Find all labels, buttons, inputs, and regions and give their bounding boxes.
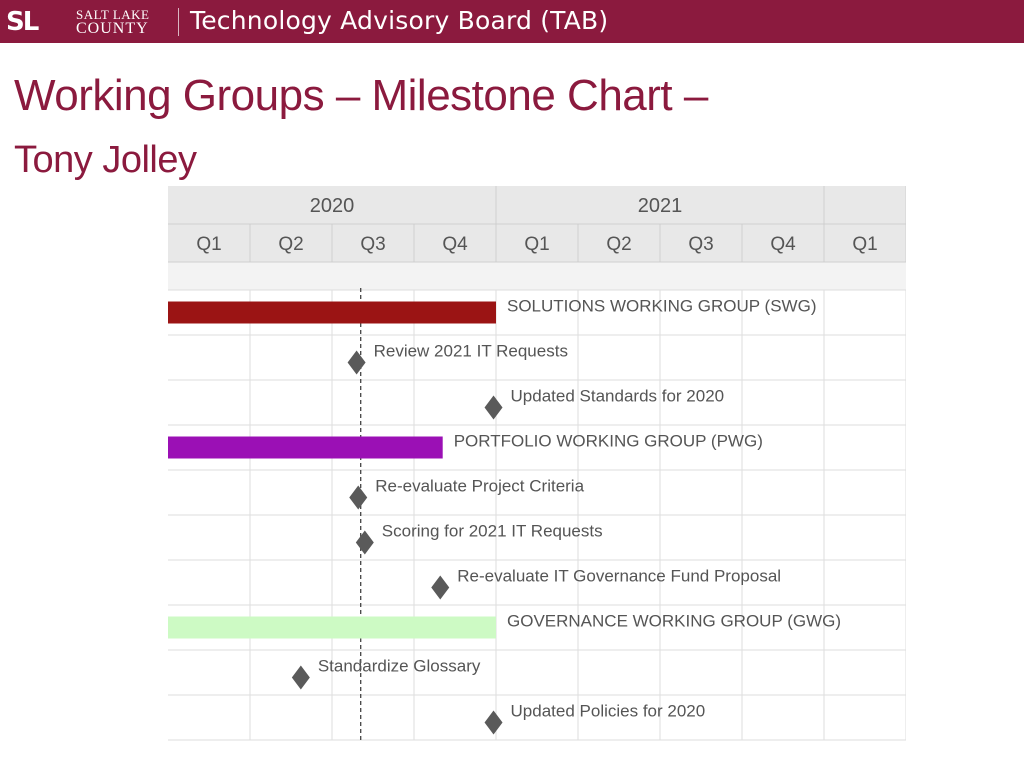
milestone-diamond	[349, 485, 368, 510]
milestone-label: Scoring for 2021 IT Requests	[382, 522, 603, 541]
banner-divider	[178, 8, 179, 36]
milestone-diamond	[291, 665, 310, 690]
milestone-diamond	[347, 350, 366, 375]
quarter-label: Q1	[196, 234, 221, 255]
logo-line-2: COUNTY	[76, 20, 149, 37]
task-label: SOLUTIONS WORKING GROUP (SWG)	[507, 297, 816, 316]
logo-mark: SL	[6, 7, 39, 37]
milestone-label: Re-evaluate IT Governance Fund Proposal	[457, 567, 781, 586]
task-label: PORTFOLIO WORKING GROUP (PWG)	[454, 432, 763, 451]
quarter-label: Q4	[442, 234, 468, 255]
logo-text: SALT LAKE COUNTY	[76, 7, 150, 37]
task-bar	[168, 616, 496, 639]
year-label: 2021	[638, 195, 683, 217]
quarter-label: Q2	[278, 234, 303, 255]
milestone-chart: 2020 2021 Q1 Q2 Q3 Q4 Q1 Q2 Q3 Q4 Q1 SOLUTIONS WORK…	[168, 186, 906, 741]
timeline-spacer	[168, 262, 906, 290]
milestone-diamond	[484, 395, 503, 420]
header-banner: SL SALT LAKE COUNTY Technology Advisory …	[0, 0, 1024, 43]
page-subtitle: Tony Jolley	[14, 139, 197, 181]
quarter-label: Q1	[524, 234, 549, 255]
milestone-label: Updated Policies for 2020	[511, 702, 706, 721]
salt-lake-county-logo: SL SALT LAKE COUNTY	[6, 6, 166, 38]
task-bar	[168, 436, 443, 459]
milestone-diamond	[355, 530, 374, 555]
milestone-label: Review 2021 IT Requests	[374, 342, 568, 361]
milestone-label: Updated Standards for 2020	[511, 387, 725, 406]
task-label: GOVERNANCE WORKING GROUP (GWG)	[507, 612, 841, 631]
milestone-label: Standardize Glossary	[318, 657, 481, 676]
task-bar	[168, 301, 496, 324]
quarter-label: Q4	[770, 234, 796, 255]
quarter-label: Q1	[852, 234, 877, 255]
banner-title: Technology Advisory Board (TAB)	[190, 6, 609, 35]
logo-line-1: SALT LAKE	[76, 7, 150, 22]
milestone-diamond	[484, 710, 503, 735]
year-label: 2020	[310, 195, 355, 217]
milestone-label: Re-evaluate Project Criteria	[375, 477, 584, 496]
milestone-diamond	[431, 575, 450, 600]
page-title: Working Groups – Milestone Chart –	[14, 71, 708, 120]
quarter-label: Q3	[360, 234, 385, 255]
quarter-label: Q2	[606, 234, 631, 255]
quarter-label: Q3	[688, 234, 713, 255]
